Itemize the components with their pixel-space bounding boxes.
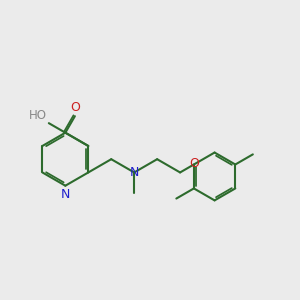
Text: O: O	[189, 157, 199, 170]
Text: N: N	[61, 188, 70, 201]
Text: HO: HO	[29, 109, 47, 122]
Text: N: N	[130, 166, 140, 179]
Text: O: O	[71, 101, 81, 114]
